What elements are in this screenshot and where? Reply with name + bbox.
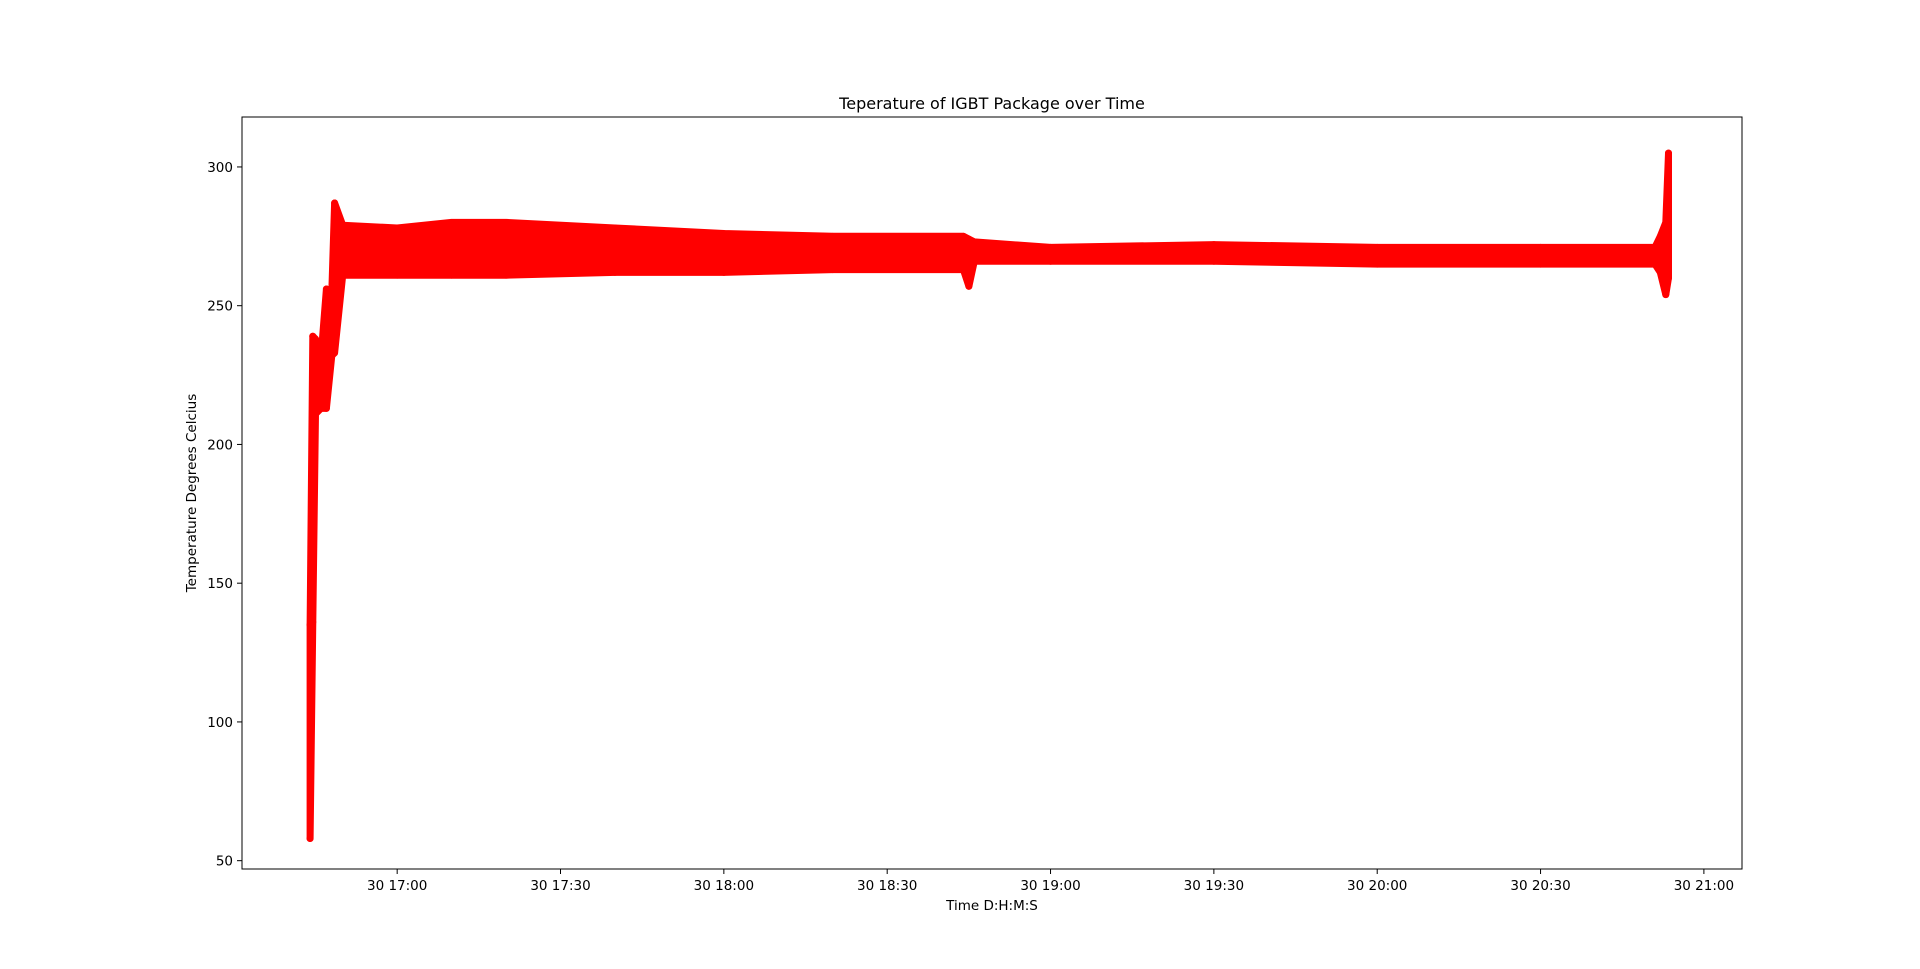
data-point-high bbox=[502, 218, 510, 226]
data-point-high bbox=[1210, 241, 1218, 249]
x-tick-label: 30 20:00 bbox=[1347, 878, 1407, 894]
data-point-high bbox=[339, 221, 347, 229]
data-point-high bbox=[720, 230, 728, 238]
x-tick-label: 30 19:30 bbox=[1184, 878, 1244, 894]
x-tick-label: 30 18:00 bbox=[694, 878, 754, 894]
data-point-low bbox=[322, 404, 330, 412]
data-point-high bbox=[317, 354, 325, 362]
data-point-high bbox=[322, 285, 330, 293]
data-point-low bbox=[393, 271, 401, 279]
data-point-low bbox=[965, 282, 973, 290]
y-tick-label: 250 bbox=[207, 299, 233, 315]
data-point-low bbox=[1537, 260, 1545, 268]
x-tick-label: 30 20:30 bbox=[1510, 878, 1570, 894]
y-axis-label: Temperature Degrees Celcius bbox=[184, 394, 200, 594]
data-point-low bbox=[720, 268, 728, 276]
data-point-high bbox=[1656, 232, 1664, 240]
data-point-low bbox=[829, 266, 837, 274]
x-axis-label: Time D:H:M:S bbox=[945, 898, 1038, 914]
y-tick-label: 150 bbox=[207, 576, 233, 592]
y-tick-label: 200 bbox=[207, 437, 233, 453]
data-point-low bbox=[1047, 257, 1055, 265]
data-point-high bbox=[959, 232, 967, 240]
data-point-low bbox=[448, 271, 456, 279]
plot-frame bbox=[241, 116, 1743, 870]
data-point-high bbox=[328, 288, 336, 296]
data-point-low bbox=[1664, 274, 1672, 282]
data-point-low bbox=[502, 271, 510, 279]
y-tick-label: 100 bbox=[207, 715, 233, 731]
data-point-high bbox=[1047, 243, 1055, 251]
x-tick-label: 30 17:30 bbox=[530, 878, 590, 894]
data-point-low bbox=[970, 257, 978, 265]
x-tick-label: 30 21:00 bbox=[1674, 878, 1734, 894]
chart-title: Teperature of IGBT Package over Time bbox=[838, 94, 1145, 113]
data-point-high bbox=[970, 238, 978, 246]
data-point-low bbox=[1373, 260, 1381, 268]
data-point-high bbox=[1651, 243, 1659, 251]
data-point-high bbox=[331, 199, 339, 207]
y-tick-label: 300 bbox=[207, 160, 233, 176]
y-axis: 50 100 150 200 250 300 bbox=[207, 160, 242, 870]
data-point-low bbox=[1210, 257, 1218, 265]
data-point-low bbox=[309, 618, 317, 626]
data-point-low bbox=[339, 271, 347, 279]
data-point-low bbox=[312, 410, 320, 418]
data-point-low bbox=[611, 268, 619, 276]
data-point-high bbox=[448, 218, 456, 226]
x-tick-label: 30 17:00 bbox=[367, 878, 427, 894]
y-tick-label: 50 bbox=[216, 854, 233, 870]
data-point-high bbox=[1537, 243, 1545, 251]
x-tick-label: 30 19:00 bbox=[1020, 878, 1080, 894]
data-point-high bbox=[393, 224, 401, 232]
data-point-low bbox=[317, 404, 325, 412]
data-point-low bbox=[331, 349, 339, 357]
data-point-low bbox=[1651, 260, 1659, 268]
plot-area bbox=[306, 149, 1672, 842]
data-point-high bbox=[1373, 243, 1381, 251]
data-point-high bbox=[829, 232, 837, 240]
data-point-high bbox=[611, 224, 619, 232]
data-point-high bbox=[312, 335, 320, 343]
data-point-high bbox=[965, 235, 973, 243]
x-axis: 30 17:00 30 17:30 30 18:00 30 18:30 30 19:00… bbox=[367, 869, 1734, 894]
data-point-low bbox=[1656, 268, 1664, 276]
data-point-high bbox=[1662, 218, 1670, 226]
data-point-low bbox=[1662, 291, 1670, 299]
data-point-high bbox=[1664, 149, 1672, 157]
data-point-low bbox=[306, 834, 314, 842]
x-tick-label: 30 18:30 bbox=[857, 878, 917, 894]
data-point-low bbox=[959, 266, 967, 274]
